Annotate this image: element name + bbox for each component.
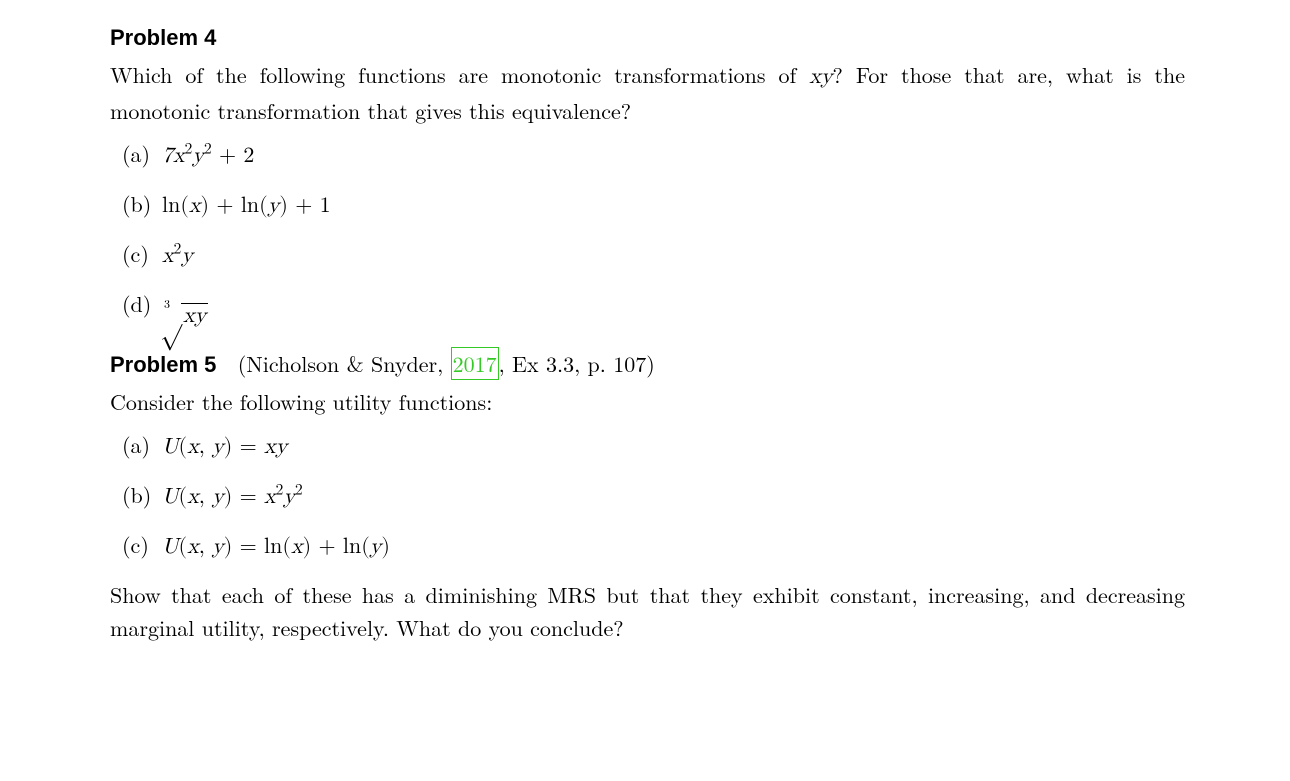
item-label: (b) (122, 478, 162, 511)
item-label: (c) (122, 237, 162, 270)
list-item: (b) ln(x) + ln(y) + 1 (110, 187, 1185, 223)
problem-5-items: (a) U(x, y) = xy (b) U(x, y) = x2y2 (c) … (110, 428, 1185, 564)
list-item: (a) 7x2y2 + 2 (110, 137, 1185, 173)
item-math: U(x, y) = xy (162, 431, 287, 464)
item-label: (a) (122, 137, 162, 170)
problem-4-question: Which of the following functions are mon… (110, 58, 1185, 127)
list-item: (d) 3√xy (110, 287, 1185, 329)
item-math: x2y (162, 240, 193, 273)
problem-heading: Problem 4 (110, 25, 216, 50)
citation-year[interactable]: 2017 (451, 347, 499, 380)
problem-4: Problem 4 Which of the following functio… (110, 20, 1185, 329)
item-label: (d) (122, 287, 162, 320)
problem-5: Problem 5 (Nicholson & Snyder, 2017, Ex … (110, 347, 1185, 644)
list-item: (c) x2y (110, 237, 1185, 273)
item-label: (a) (122, 428, 162, 461)
list-item: (b) U(x, y) = x2y2 (110, 478, 1185, 514)
problem-4-items: (a) 7x2y2 + 2 (b) ln(x) + ln(y) + 1 (c) … (110, 137, 1185, 329)
item-label: (c) (122, 528, 162, 561)
source-suffix: , Ex 3.3, p. 107) (499, 348, 655, 379)
problem-4-heading-line: Problem 4 (110, 20, 1185, 54)
item-math: ln(x) + ln(y) + 1 (162, 190, 331, 223)
item-label: (b) (122, 187, 162, 220)
item-math: 3√xy (162, 290, 208, 329)
list-item: (c) U(x, y) = ln(x) + ln(y) (110, 528, 1185, 564)
page: Problem 4 Which of the following functio… (0, 0, 1290, 644)
problem-heading: Problem 5 (110, 352, 216, 377)
problem-5-heading-line: Problem 5 (Nicholson & Snyder, 2017, Ex … (110, 347, 1185, 381)
problem-5-trailer: Show that each of these has a diminishin… (110, 578, 1185, 644)
item-math: U(x, y) = x2y2 (162, 481, 303, 514)
list-item: (a) U(x, y) = xy (110, 428, 1185, 464)
item-math: 7x2y2 + 2 (162, 140, 254, 173)
item-math: U(x, y) = ln(x) + ln(y) (162, 531, 390, 564)
source-prefix: (Nicholson & Snyder, (238, 348, 451, 379)
problem-source: (Nicholson & Snyder, 2017, Ex 3.3, p. 10… (238, 348, 655, 379)
problem-5-question: Consider the following utility functions… (110, 385, 1185, 418)
